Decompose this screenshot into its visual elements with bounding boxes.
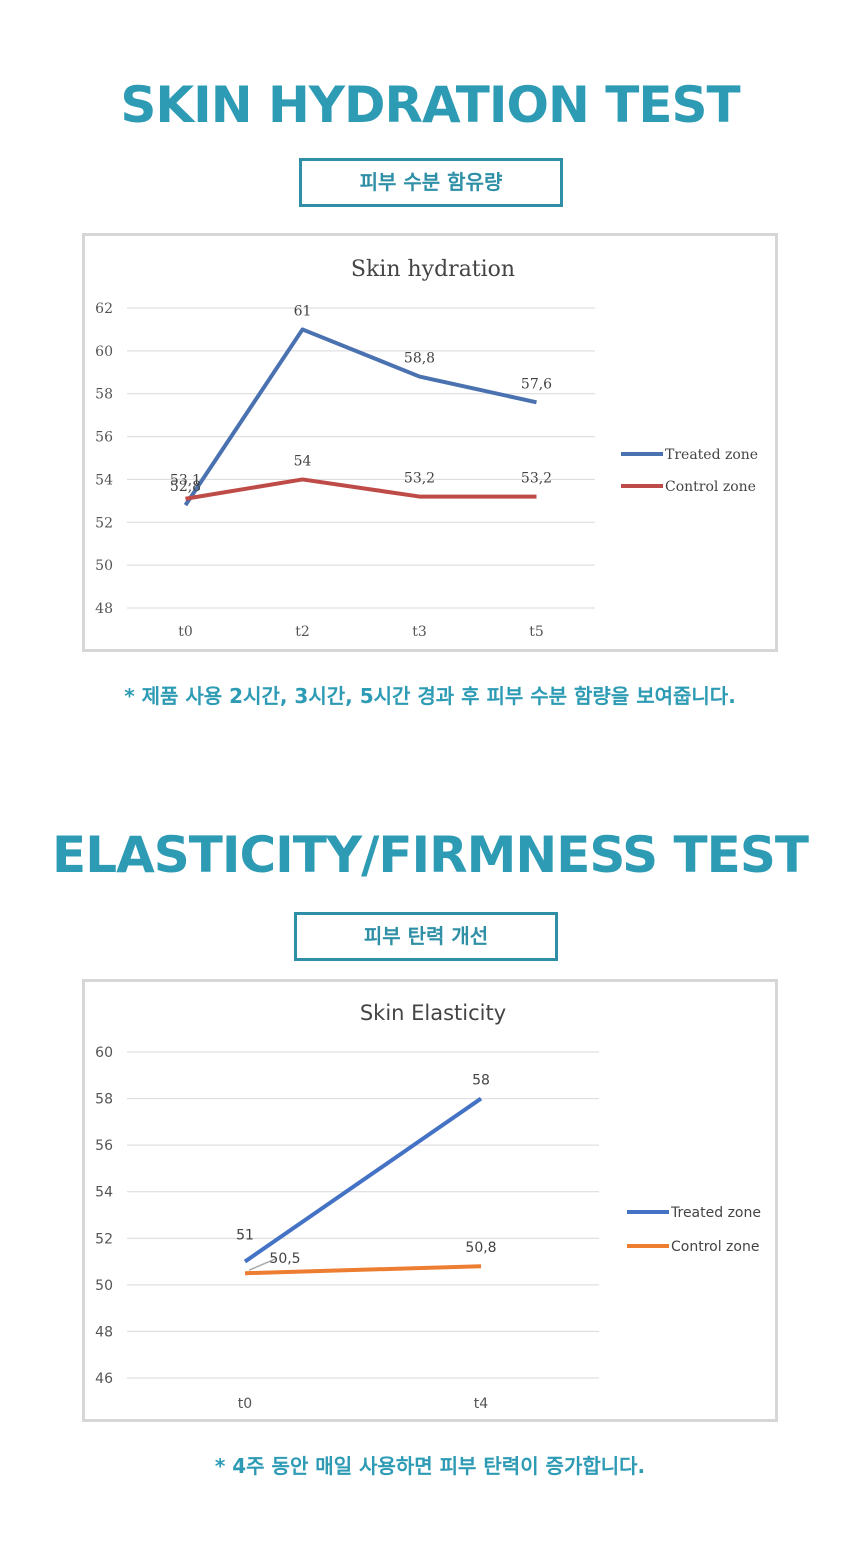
y-tick-label: 52 — [95, 515, 113, 531]
section-title-elasticity: ELASTICITY/FIRMNESS TEST — [52, 826, 809, 884]
y-tick-label: 48 — [95, 1324, 113, 1340]
hydration-chart-svg: Skin hydration 48 50 52 54 56 58 60 62 t0 t2 t3 t5 52… — [95, 257, 758, 640]
hydration-chart: Skin hydration 48 50 52 54 56 58 60 62 t0 t2 t3 t5 52… — [82, 233, 778, 652]
subtitle-elasticity: 피부 탄력 개선 — [294, 912, 558, 961]
data-label: 51 — [236, 1228, 254, 1244]
y-tick-label: 58 — [95, 387, 113, 403]
data-label: 52,8 — [170, 479, 201, 495]
y-tick-label: 56 — [95, 430, 113, 446]
y-tick-label: 50 — [95, 558, 113, 574]
section-title-hydration: SKIN HYDRATION TEST — [120, 76, 740, 134]
x-tick-label: t0 — [178, 624, 193, 640]
data-label: 54 — [294, 453, 312, 469]
data-label: 53,2 — [404, 471, 435, 487]
data-label-leader — [248, 1257, 278, 1271]
data-label: 57,6 — [521, 376, 552, 392]
elasticity-chart-svg: Skin Elasticity 46 48 50 52 54 56 58 60 t0 t4 51 58 5… — [95, 1001, 761, 1412]
y-tick-label: 52 — [95, 1231, 113, 1247]
data-label: 53,2 — [521, 471, 552, 487]
elasticity-chart: Skin Elasticity 46 48 50 52 54 56 58 60 t0 t4 51 58 5… — [82, 979, 778, 1422]
y-tick-label: 54 — [95, 472, 113, 488]
data-label: 58,8 — [404, 351, 435, 367]
note-elasticity: * 4주 동안 매일 사용하면 피부 탄력이 증가합니다. — [214, 1454, 646, 1478]
y-tick-label: 56 — [95, 1138, 113, 1154]
legend-label: Treated zone — [670, 1205, 761, 1221]
x-tick-label: t3 — [412, 624, 427, 640]
y-tick-label: 60 — [95, 1045, 113, 1061]
x-tick-label: t4 — [474, 1396, 488, 1412]
note-hydration: * 제품 사용 2시간, 3시간, 5시간 경과 후 피부 수분 함량을 보여줍… — [124, 684, 736, 708]
legend-label: Control zone — [665, 479, 756, 495]
y-tick-label: 48 — [95, 601, 113, 617]
x-tick-label: t0 — [238, 1396, 252, 1412]
y-tick-label: 50 — [95, 1278, 113, 1294]
data-label: 50,5 — [269, 1251, 300, 1267]
chart-title: Skin Elasticity — [360, 1001, 506, 1025]
y-tick-label: 46 — [95, 1371, 113, 1387]
series-line-control-zone — [244, 1264, 482, 1276]
series-line-treated-zone — [183, 327, 537, 507]
series-line-treated-zone — [243, 1096, 483, 1264]
y-tick-label: 58 — [95, 1092, 113, 1108]
x-tick-label: t2 — [295, 624, 310, 640]
data-label: 58 — [472, 1073, 490, 1089]
series-line-control-zone — [185, 477, 537, 501]
y-tick-label: 62 — [95, 301, 113, 317]
data-label: 61 — [294, 303, 312, 319]
data-label: 50,8 — [465, 1240, 496, 1256]
legend-label: Control zone — [671, 1239, 759, 1255]
y-tick-label: 60 — [95, 344, 113, 360]
x-tick-label: t5 — [529, 624, 544, 640]
data-label: 53,1 — [170, 473, 201, 489]
chart-title: Skin hydration — [351, 257, 515, 282]
y-tick-label: 54 — [95, 1185, 113, 1201]
legend-label: Treated zone — [665, 447, 758, 463]
subtitle-hydration: 피부 수분 함유량 — [299, 158, 563, 207]
